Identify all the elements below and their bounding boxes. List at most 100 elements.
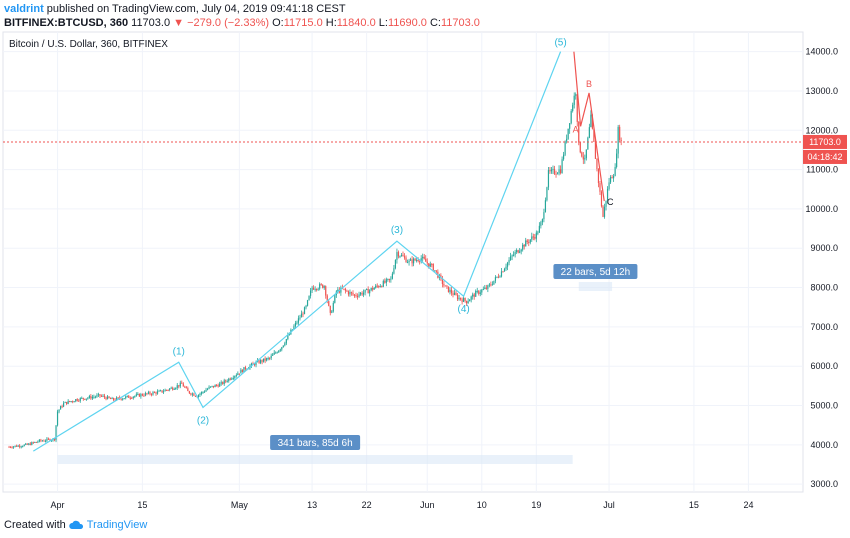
time-tick-label: 15 [137,500,147,510]
candle-body [500,271,503,277]
candle-body [202,391,204,393]
candle-body [322,284,324,288]
low-label: L: [378,17,388,29]
candle-body [41,440,43,442]
price-axis[interactable]: 3000.0 4000.0 5000.0 6000.0 7000.0 8000.0 9000… [803,47,847,489]
candle-body [276,352,278,354]
candle-body [602,206,604,217]
candle-body [594,141,597,159]
candle-body [426,261,428,264]
range-label: 341 bars, 85d 6h [278,438,353,449]
candle-body [503,268,506,272]
candle-body [467,301,469,304]
candle-body [540,222,542,226]
wave-label: (1) [173,346,185,357]
time-axis[interactable]: Apr 15 May 13 22 Jun 10 19 Jul 15 24 [51,500,754,510]
candle-body [211,385,213,387]
candle-body [382,280,384,287]
candle-body [235,375,237,377]
candle-body [190,393,192,395]
candle-body [366,289,368,291]
candle-body [102,395,104,397]
candle-body [149,392,151,395]
candle-body [123,398,125,400]
candle-body [587,137,589,150]
candle-body [611,177,613,179]
candle-body [223,380,225,384]
candle-body [91,396,93,399]
price-tick-label: 8000.0 [810,283,838,293]
candle-body [147,392,150,394]
candle-body [343,288,345,290]
candle-body [152,392,154,395]
candle-body [69,400,71,402]
candle-body [334,295,336,303]
author-link[interactable]: valdrint [4,3,44,15]
candle-body [576,94,578,122]
candle-body [85,398,87,400]
elliott-wave-count: (1) (2) (3) (4) (5) [32,38,567,452]
wave-label: (5) [554,38,566,49]
candle-body [238,373,240,375]
candle-body [243,367,245,372]
candle-body [575,94,577,96]
candle-body [199,393,201,395]
candle-body [361,292,363,295]
candle-body [600,191,603,207]
candle-body [561,159,563,174]
candle-body [597,169,600,184]
tradingview-logo[interactable]: TradingView [69,519,148,531]
candle-body [393,268,395,274]
chart-pane[interactable] [2,31,804,493]
candle-body [106,396,109,400]
candle-body [311,287,313,291]
candle-body [358,294,360,297]
tradingview-brand: TradingView [86,519,148,531]
candle-body [319,284,321,289]
candle-body [140,394,142,397]
candle-body [488,284,490,286]
candle-body [547,170,550,188]
candle-body [522,244,524,250]
candle-body [35,441,37,443]
candle-body [185,387,187,389]
publish-info: valdrint published on TradingView.com, J… [4,3,346,15]
candle-body [420,258,422,262]
candle-body [413,258,415,264]
candle-body [264,358,266,361]
candle-body [531,236,533,240]
current-price-value: 11703.0 [809,137,841,147]
candle-body [526,240,528,242]
candle-body [108,396,110,399]
candle-body [328,301,330,306]
candle-body [116,397,118,401]
candle-body [350,292,353,294]
current-price-tag [803,134,847,149]
candle-body [408,260,410,263]
candle-body [58,409,60,412]
time-tick-label: Jul [603,500,615,510]
candle-body [456,294,459,300]
candle-body [167,389,169,391]
candle-body [40,439,42,441]
candle-body [373,287,375,290]
abc-label: B [586,79,592,89]
candle-body [53,438,56,441]
candle-body [156,391,159,394]
candle-body [32,442,34,444]
candle-body [25,443,27,445]
candle-body [347,291,350,295]
candle-body [111,398,113,400]
created-with-text: Created with [4,519,66,531]
candle-body [525,240,527,247]
candle-body [496,276,498,278]
candle-body [394,259,397,269]
candle-body [166,389,168,391]
candle-body [34,441,36,443]
candle-body [37,441,39,443]
candle-body [9,446,12,448]
candle-body [323,286,325,288]
candle-body [458,297,460,300]
range-band [57,455,573,464]
